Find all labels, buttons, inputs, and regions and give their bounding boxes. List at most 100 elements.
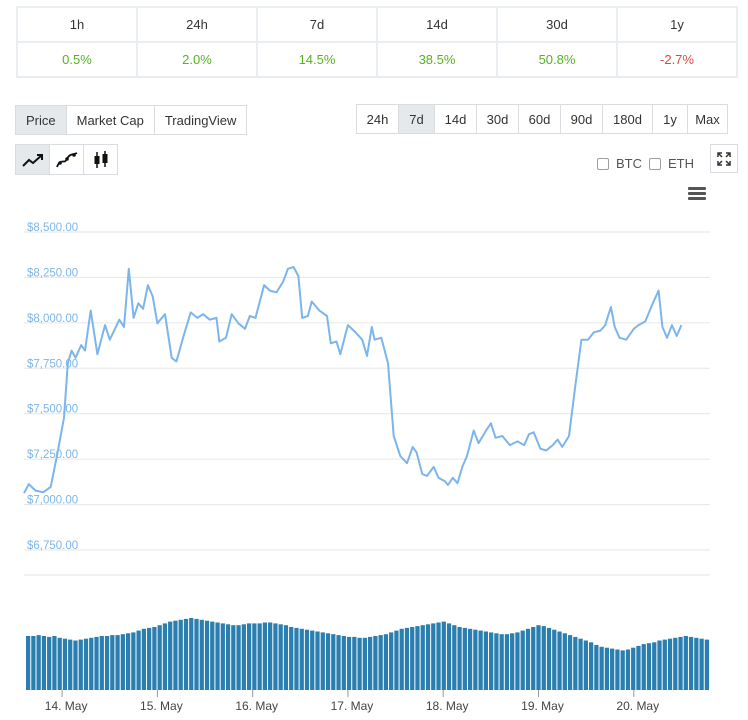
volume-bar [110,635,115,690]
volume-bar [415,626,420,690]
candlestick-chart-button[interactable] [83,144,118,175]
volume-bar [604,647,610,690]
volume-bar [599,646,604,690]
volume-bar [394,630,399,690]
range-180d-button[interactable]: 180d [602,104,653,134]
volume-bar [515,632,520,690]
smooth-line-chart-icon [55,151,77,167]
volume-bar [678,636,683,690]
compare-btc[interactable]: BTC [597,156,642,171]
volume-bar [331,634,336,690]
volume-bar [220,623,225,690]
y-tick-label: $7,250.00 [27,449,78,461]
line-chart-button[interactable] [15,144,50,175]
price-line [23,266,683,494]
volume-bar [246,623,252,690]
y-tick-label: $8,000.00 [27,313,78,325]
volume-bar [273,623,278,690]
volume-bar [336,635,341,690]
volume-bar [525,628,531,690]
range-1y-button[interactable]: 1y [652,104,688,134]
change-14d: 38.5% [376,41,498,78]
chart-menu-icon[interactable] [688,187,706,201]
volume-bar [268,622,273,690]
volume-bar [557,631,562,690]
fullscreen-button[interactable] [710,144,738,173]
tab-price[interactable]: Price [15,105,67,135]
volume-bar [588,642,594,690]
price-series [23,266,683,494]
volume-bar [562,633,567,690]
grid-lines [24,231,710,576]
y-tick-label: $8,500.00 [27,222,78,234]
volume-bar [610,648,615,690]
tab-tradingview[interactable]: TradingView [153,105,248,135]
y-tick-label: $7,750.00 [27,358,78,370]
smooth-line-chart-button[interactable] [49,144,84,175]
volume-bar [494,633,499,690]
volume-bar [68,639,73,690]
volume-bar [694,637,699,690]
range-14d-button[interactable]: 14d [434,104,477,134]
volume-bar [178,619,183,690]
volume-bar [389,632,394,690]
volume-bar [152,627,157,690]
volume-bar [383,634,389,690]
volume-bar [373,636,378,690]
volume-bar [173,620,178,690]
range-30d-button[interactable]: 30d [476,104,519,134]
volume-bar [99,636,104,690]
volume-bar [446,623,452,690]
volume-bar [536,625,541,690]
volume-bar [567,635,573,690]
volume-bar [546,627,552,690]
range-max-button[interactable]: Max [687,104,728,134]
tab-market-cap[interactable]: Market Cap [65,105,155,135]
volume-bar [652,642,657,690]
volume-bar [315,631,320,690]
x-tick-label: 19. May [521,699,564,713]
volume-bar [510,633,515,690]
volume-bar [141,628,147,690]
volume-bar [452,625,457,690]
volume-bars [26,618,709,690]
volume-bar [257,623,262,690]
volume-bar [352,636,357,690]
x-tick-label: 20. May [616,699,659,713]
volume-bar [236,625,241,690]
volume-bar [662,639,667,690]
chart-type-selector [15,144,118,175]
x-tick-label: 18. May [426,699,469,713]
volume-bar [294,627,299,690]
volume-bar [657,640,662,690]
volume-bar [168,621,173,690]
range-60d-button[interactable]: 60d [518,104,561,134]
period-14d: 14d [376,6,498,43]
range-7d-button[interactable]: 7d [398,104,435,134]
volume-bar [225,624,231,690]
compare-eth[interactable]: ETH [649,156,694,171]
volume-bar [62,638,68,690]
y-tick-label: $7,500.00 [27,404,78,416]
volume-bar [204,620,210,690]
volume-bar [194,618,199,690]
volume-bar [504,634,510,690]
eth-label: ETH [668,156,694,171]
volume-bar [283,625,289,690]
volume-bar [26,636,31,690]
volume-bar [299,628,304,690]
btc-checkbox[interactable] [597,157,609,170]
expand-icon [717,151,731,166]
change-7d: 14.5% [256,41,378,78]
period-7d: 7d [256,6,378,43]
volume-bar [136,630,141,690]
volume-bar [310,630,315,690]
volume-bar [615,649,620,690]
volume-bar [625,649,631,690]
change-1h: 0.5% [16,41,138,78]
eth-checkbox[interactable] [649,157,661,170]
volume-bar [552,629,557,690]
volume-bar [304,629,310,690]
volume-bar [210,621,215,690]
